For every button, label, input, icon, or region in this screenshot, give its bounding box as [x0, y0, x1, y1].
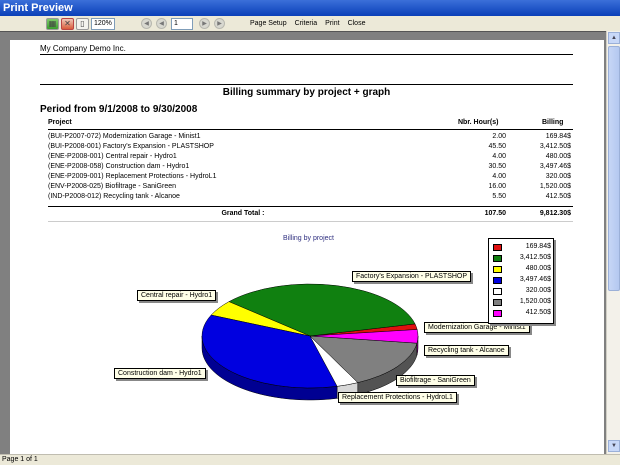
report-period: Period from 9/1/2008 to 9/30/2008 [40, 104, 198, 115]
legend-value: 320.00$ [525, 287, 551, 294]
legend-value: 1,520.00$ [519, 298, 551, 305]
legend-value: 169.84$ [525, 243, 551, 250]
row-hours: 45.50 [488, 143, 506, 150]
legend-item: 412.50$ [493, 309, 551, 318]
legend-item: 320.00$ [493, 287, 551, 296]
prev-page-button[interactable]: ◀ [156, 18, 167, 29]
row-project: (BUI-P2007-072) Modernization Garage - M… [48, 133, 201, 140]
chart-title: Billing by project [283, 235, 334, 242]
page-setup-button[interactable]: Page Setup [250, 20, 287, 27]
legend-item: 480.00$ [493, 265, 551, 274]
column-header-billing: Billing [542, 119, 564, 126]
legend-swatch [493, 299, 502, 306]
legend-swatch [493, 244, 502, 251]
scroll-up-icon[interactable]: ▲ [608, 32, 620, 44]
row-billing: 3,412.50$ [539, 143, 571, 150]
pie-label-central-repair: Central repair - Hydro1 [137, 290, 217, 301]
divider [48, 129, 573, 130]
pie-slice [201, 314, 338, 389]
legend-swatch [493, 255, 502, 262]
grand-total-label: Grand Total : [221, 210, 265, 217]
criteria-button[interactable]: Criteria [294, 20, 318, 27]
window-title: Print Preview [0, 0, 620, 16]
export-pdf-button[interactable]: ✕ [61, 17, 74, 30]
row-billing: 412.50$ [545, 193, 571, 200]
divider [40, 84, 573, 85]
legend-value: 3,497.46$ [519, 276, 551, 283]
grand-total-row: Grand Total : 107.50 9,812.30$ [48, 210, 573, 220]
pie-slice [309, 329, 419, 344]
first-page-button[interactable]: ◀ [141, 18, 152, 29]
table-row: (ENE-P2008-001) Central repair - Hydro1 4… [48, 153, 573, 163]
legend-item: 169.84$ [493, 243, 551, 252]
zoom-field[interactable]: 120% [91, 17, 115, 30]
legend-swatch [493, 288, 502, 295]
company-name: My Company Demo Inc. [40, 44, 126, 53]
row-project: (BUI-P2008-001) Factory's Expansion - PL… [48, 143, 214, 150]
row-hours: 2.00 [492, 133, 506, 140]
legend-value: 412.50$ [525, 309, 551, 316]
next-page-button[interactable]: ▶ [199, 18, 210, 29]
legend-item: 3,412.50$ [493, 254, 551, 263]
row-billing: 3,497.46$ [539, 163, 571, 170]
toolbar: ▦ ✕ ▯ 120% ◀ ◀ 1 ▶ ▶ Page Setup Criteria… [0, 16, 620, 31]
pie-label-modernization: Modernization Garage - Minist1 [424, 322, 530, 333]
divider [40, 54, 573, 55]
zoom-icon[interactable]: ▯ [76, 17, 89, 30]
row-project: (ENV-P2008-025) Biofiltrage - SaniGreen [48, 183, 177, 190]
row-project: (ENE-P2008-001) Central repair - Hydro1 [48, 153, 177, 160]
pie-slice [228, 283, 416, 337]
legend-swatch [493, 266, 502, 273]
row-billing: 320.00$ [545, 173, 571, 180]
grand-total-hours: 107.50 [484, 210, 506, 217]
page-number-field[interactable]: 1 [171, 17, 193, 30]
row-project: (IND-P2008-012) Recycling tank - Alcanoe [48, 193, 180, 200]
pie-label-replacement: Replacement Protections - HydroL1 [338, 392, 457, 403]
row-hours: 4.00 [492, 173, 506, 180]
legend-item: 3,497.46$ [493, 276, 551, 285]
pie-label-factory: Factory's Expansion - PLASTSHOP [352, 271, 472, 282]
table-row: (ENV-P2008-025) Biofiltrage - SaniGreen 1… [48, 183, 573, 193]
divider [48, 221, 573, 222]
row-billing: 169.84$ [545, 133, 571, 140]
export-excel-button[interactable]: ▦ [46, 17, 59, 30]
pie-label-construction: Construction dam - Hydro1 [114, 368, 206, 379]
column-header-project: Project [48, 119, 72, 126]
pie-label-recycling: Recycling tank - Alcanoe [424, 345, 509, 356]
report-title: Billing summary by project + graph [222, 87, 391, 98]
table-row: (BUI-P2007-072) Modernization Garage - M… [48, 133, 573, 143]
row-hours: 5.50 [492, 193, 506, 200]
status-bar: Page 1 of 1 [0, 454, 620, 465]
grand-total-billing: 9,812.30$ [539, 210, 571, 217]
legend-swatch [493, 277, 502, 284]
row-hours: 4.00 [492, 153, 506, 160]
row-project: (ENE-P2008-058) Construction dam - Hydro… [48, 163, 190, 170]
table-row: (IND-P2008-012) Recycling tank - Alcanoe… [48, 193, 573, 203]
row-billing: 480.00$ [545, 153, 571, 160]
close-button[interactable]: Close [347, 20, 366, 27]
row-billing: 1,520.00$ [539, 183, 571, 190]
legend-swatch [493, 310, 502, 317]
column-header-hours: Nbr. Hour(s) [458, 119, 499, 126]
table-row: (ENE-P2008-058) Construction dam - Hydro… [48, 163, 573, 173]
table-row: (ENE-P2009-001) Replacement Protections … [48, 173, 573, 183]
pie-label-biofiltrage: Biofiltrage - SaniGreen [396, 375, 475, 386]
chart-legend: 169.84$ 3,412.50$ 480.00$ 3,497.46$ 320.00$ 1… [488, 238, 554, 324]
row-project: (ENE-P2009-001) Replacement Protections … [48, 173, 217, 180]
row-hours: 30.50 [488, 163, 506, 170]
divider [48, 206, 573, 207]
legend-item: 1,520.00$ [493, 298, 551, 307]
pie-slice [309, 335, 418, 383]
last-page-button[interactable]: ▶ [214, 18, 225, 29]
legend-value: 480.00$ [525, 265, 551, 272]
table-row: (BUI-P2008-001) Factory's Expansion - PL… [48, 143, 573, 153]
print-button[interactable]: Print [325, 20, 340, 27]
row-hours: 16.00 [488, 183, 506, 190]
legend-value: 3,412.50$ [519, 254, 551, 261]
